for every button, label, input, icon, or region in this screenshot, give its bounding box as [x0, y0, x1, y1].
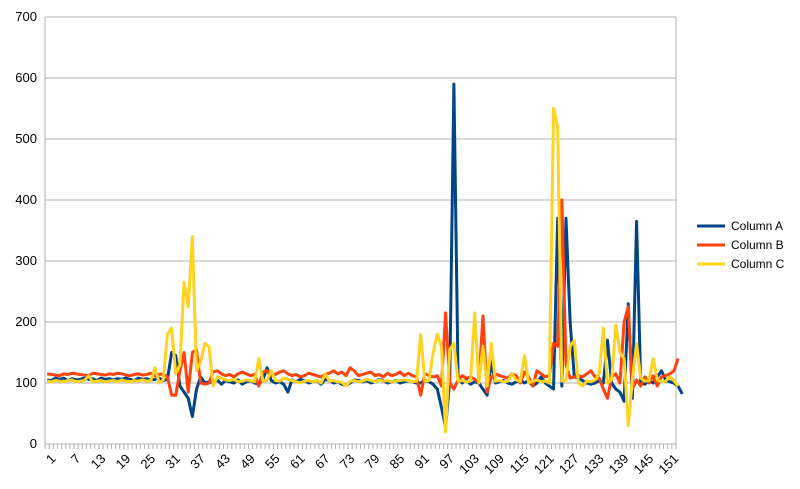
y-tick-label: 500: [15, 131, 37, 146]
y-tick-labels: 0 100 200 300 400 500 600 700: [15, 9, 37, 451]
legend-label-3: Column C: [731, 257, 785, 271]
x-tick-label: 127: [556, 451, 582, 477]
x-tick-label: 49: [237, 451, 258, 472]
y-tick-label: 0: [30, 436, 37, 451]
x-tick-label: 79: [362, 451, 383, 472]
x-tick-label: 145: [630, 451, 656, 477]
x-tick-label: 151: [655, 451, 681, 477]
x-tick-label: 121: [531, 451, 557, 477]
x-tick-label: 61: [287, 451, 308, 472]
x-tick-label: 115: [507, 451, 532, 476]
series-line-2: [46, 198, 680, 400]
y-tick-label: 300: [15, 253, 37, 268]
x-tick-label: 139: [606, 451, 632, 477]
y-tick-label: 400: [15, 192, 37, 207]
legend: Column A Column B Column C: [697, 219, 785, 271]
x-tick-label: 1: [43, 451, 59, 467]
x-tick-label: 7: [68, 451, 84, 467]
x-tick-label: 103: [456, 451, 482, 477]
x-tick-label: 133: [581, 451, 607, 477]
gridlines: [45, 16, 676, 445]
x-tick-label: 43: [212, 451, 233, 472]
x-tick-label: 55: [262, 451, 283, 472]
x-tick-label: 73: [337, 451, 358, 472]
y-tick-label: 200: [15, 314, 37, 329]
legend-label-2: Column B: [731, 238, 784, 252]
y-tick-label: 700: [15, 9, 37, 24]
y-tick-label: 600: [15, 70, 37, 85]
series-line-3: [46, 107, 680, 434]
series-lines: [46, 82, 684, 434]
x-tick-label: 85: [387, 451, 408, 472]
x-tick-label: 13: [88, 451, 109, 472]
x-tick-label: 37: [187, 451, 208, 472]
x-tick-label: 67: [312, 451, 333, 472]
x-tick-label: 31: [162, 451, 183, 472]
axes: [44, 17, 677, 449]
x-tick-label: 97: [436, 451, 457, 472]
x-tick-label: 25: [137, 451, 158, 472]
x-tick-label: 109: [481, 451, 507, 477]
x-tick-label: 19: [113, 451, 134, 472]
x-tick-label: 91: [411, 451, 432, 472]
legend-label-1: Column A: [731, 219, 783, 233]
y-tick-label: 100: [15, 375, 37, 390]
